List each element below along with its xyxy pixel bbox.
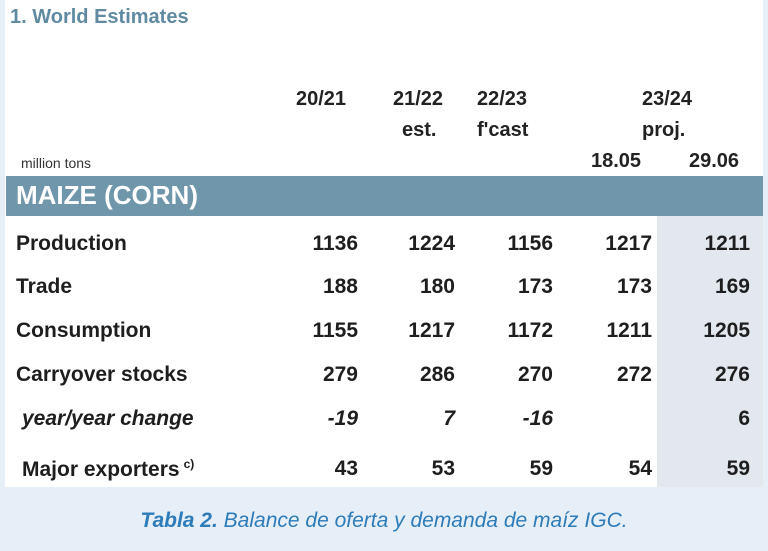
- section-title: MAIZE (CORN): [16, 180, 198, 210]
- col-header-2324: 23/24: [642, 88, 693, 110]
- cell: 1136: [312, 232, 358, 255]
- col-header-2223: 22/23: [477, 88, 528, 110]
- section-band: MAIZE (CORN): [6, 176, 763, 216]
- table-panel: [5, 0, 763, 487]
- table-row: Trade 188 180 173 173 169: [0, 275, 768, 315]
- cell: 180: [419, 275, 455, 298]
- cell: 1211: [704, 232, 750, 255]
- latest-column-shade: [657, 216, 763, 487]
- col-header-2021: 20/21: [296, 88, 347, 110]
- cell: 173: [616, 275, 652, 298]
- cell: 6: [738, 407, 750, 430]
- table-title: 1. World Estimates: [10, 6, 189, 28]
- cell: 1156: [507, 232, 553, 255]
- unit-label: million tons: [21, 155, 92, 171]
- col-date-1805: 18.05: [591, 150, 642, 172]
- cell: 43: [334, 457, 358, 480]
- table-row: Production 1136 1224 1156 1217 1211: [0, 232, 768, 272]
- row-label: Production: [16, 232, 127, 255]
- cell: 286: [419, 363, 455, 386]
- cell: 279: [322, 363, 358, 386]
- row-label: Carryover stocks: [16, 363, 188, 386]
- col-sub-est: est.: [402, 119, 437, 141]
- col-sub-proj: proj.: [642, 119, 686, 141]
- cell: 7: [443, 407, 455, 430]
- cell: -16: [522, 407, 553, 430]
- row-label: year/year change: [22, 407, 194, 430]
- cell: 1205: [703, 319, 750, 342]
- row-label: Trade: [16, 275, 73, 298]
- table-row: Major exporters c) 43 53 59 54 59: [0, 457, 768, 497]
- caption-text: Balance de oferta y demanda de maíz IGC.: [223, 509, 628, 532]
- cell: 1224: [408, 232, 455, 255]
- table-caption: Tabla 2. Balance de oferta y demanda de …: [0, 509, 768, 533]
- cell: 1155: [312, 319, 358, 342]
- cell: 276: [714, 363, 750, 386]
- row-label: Major exporters c): [22, 457, 194, 482]
- table-row: year/year change -19 7 -16 6: [0, 407, 768, 447]
- cell: 1172: [507, 319, 553, 342]
- cell: 59: [726, 457, 750, 480]
- cell: 1211: [606, 319, 652, 342]
- caption-label: Tabla 2.: [140, 509, 218, 532]
- table-row: Carryover stocks 279 286 270 272 276: [0, 363, 768, 403]
- cell: 59: [529, 457, 553, 480]
- cell: 169: [714, 275, 750, 298]
- row-label-text: Major exporters: [22, 458, 180, 481]
- table-row: Consumption 1155 1217 1172 1211 1205: [0, 319, 768, 359]
- col-date-2906: 29.06: [689, 150, 740, 172]
- cell: 173: [517, 275, 553, 298]
- footnote-marker: c): [183, 457, 195, 471]
- cell: -19: [327, 407, 358, 430]
- col-header-2122: 21/22: [393, 88, 444, 110]
- row-label: Consumption: [16, 319, 152, 342]
- cell: 1217: [408, 319, 455, 342]
- cell: 272: [616, 363, 652, 386]
- cell: 270: [517, 363, 553, 386]
- cell: 54: [628, 457, 652, 480]
- cell: 188: [322, 275, 358, 298]
- cell: 1217: [605, 232, 652, 255]
- col-sub-fcast: f'cast: [477, 119, 529, 141]
- cell: 53: [431, 457, 455, 480]
